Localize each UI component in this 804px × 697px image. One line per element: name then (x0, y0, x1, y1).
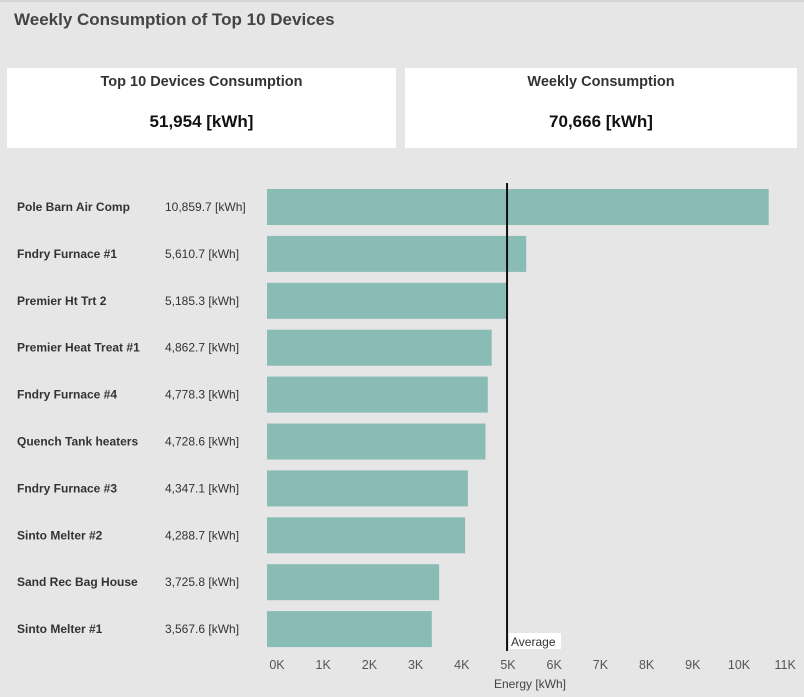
bar[interactable] (267, 423, 486, 460)
device-label: Sand Rec Bag House (17, 575, 138, 589)
kpi-label: Weekly Consumption (527, 74, 675, 90)
device-label: Sinto Melter #1 (17, 622, 103, 636)
value-label: 4,347.1 [kWh] (165, 481, 239, 495)
x-tick-label: 11K (775, 658, 797, 672)
x-axis-title: Energy [kWh] (494, 677, 566, 691)
bar[interactable] (267, 329, 492, 366)
bar[interactable] (267, 611, 432, 648)
value-label: 5,610.7 [kWh] (165, 247, 239, 261)
x-tick-label: 3K (408, 658, 424, 672)
bar[interactable] (267, 189, 769, 225)
bar[interactable] (267, 376, 488, 413)
value-label: 10,859.7 [kWh] (165, 200, 246, 214)
device-label: Fndry Furnace #4 (17, 388, 117, 402)
device-label: Pole Barn Air Comp (17, 200, 130, 214)
bar[interactable] (267, 235, 527, 272)
x-tick-label: 2K (362, 658, 378, 672)
kpi-value: 70,666 [kWh] (549, 112, 653, 131)
value-label: 4,728.6 [kWh] (165, 435, 239, 449)
x-tick-label: 9K (685, 658, 701, 672)
value-label: 3,725.8 [kWh] (165, 575, 239, 589)
device-label: Quench Tank heaters (17, 435, 138, 449)
kpi-value: 51,954 [kWh] (149, 112, 254, 131)
value-label: 4,862.7 [kWh] (165, 341, 239, 355)
top-rule (0, 0, 804, 2)
x-tick-label: 6K (547, 658, 563, 672)
value-label: 4,288.7 [kWh] (165, 528, 239, 542)
average-label: Average (511, 635, 556, 649)
bar[interactable] (267, 470, 468, 507)
average-label-bg (509, 633, 562, 649)
x-tick-label: 8K (639, 658, 655, 672)
device-label: Fndry Furnace #1 (17, 247, 117, 261)
x-tick-label: 1K (316, 658, 332, 672)
device-label: Fndry Furnace #3 (17, 481, 117, 495)
device-label: Sinto Melter #2 (17, 528, 103, 542)
device-label: Premier Ht Trt 2 (17, 294, 107, 308)
x-tick-label: 4K (454, 658, 470, 672)
value-label: 3,567.6 [kWh] (165, 622, 239, 636)
device-label: Premier Heat Treat #1 (17, 341, 140, 355)
bar[interactable] (267, 564, 440, 601)
page-title: Weekly Consumption of Top 10 Devices (14, 10, 335, 29)
x-tick-label: 10K (728, 658, 751, 672)
value-label: 5,185.3 [kWh] (165, 294, 239, 308)
kpi-label: Top 10 Devices Consumption (100, 74, 303, 90)
x-tick-label: 5K (500, 658, 516, 672)
bar[interactable] (267, 517, 466, 554)
kpi-card-weekly: Weekly Consumption 70,666 [kWh] (405, 68, 797, 148)
bar[interactable] (267, 282, 507, 319)
x-tick-label: 0K (269, 658, 285, 672)
value-label: 4,778.3 [kWh] (165, 388, 239, 402)
x-tick-label: 7K (593, 658, 609, 672)
kpi-card-top10: Top 10 Devices Consumption 51,954 [kWh] (7, 68, 396, 148)
